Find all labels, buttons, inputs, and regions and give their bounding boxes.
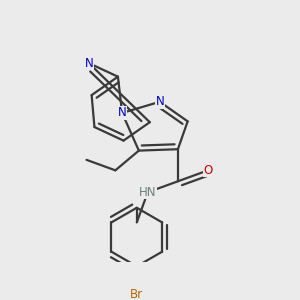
- Text: N: N: [155, 95, 164, 108]
- Text: O: O: [203, 164, 213, 177]
- Text: HN: HN: [139, 186, 157, 199]
- Text: Br: Br: [130, 288, 143, 300]
- Text: N: N: [118, 106, 127, 119]
- Text: N: N: [85, 57, 93, 70]
